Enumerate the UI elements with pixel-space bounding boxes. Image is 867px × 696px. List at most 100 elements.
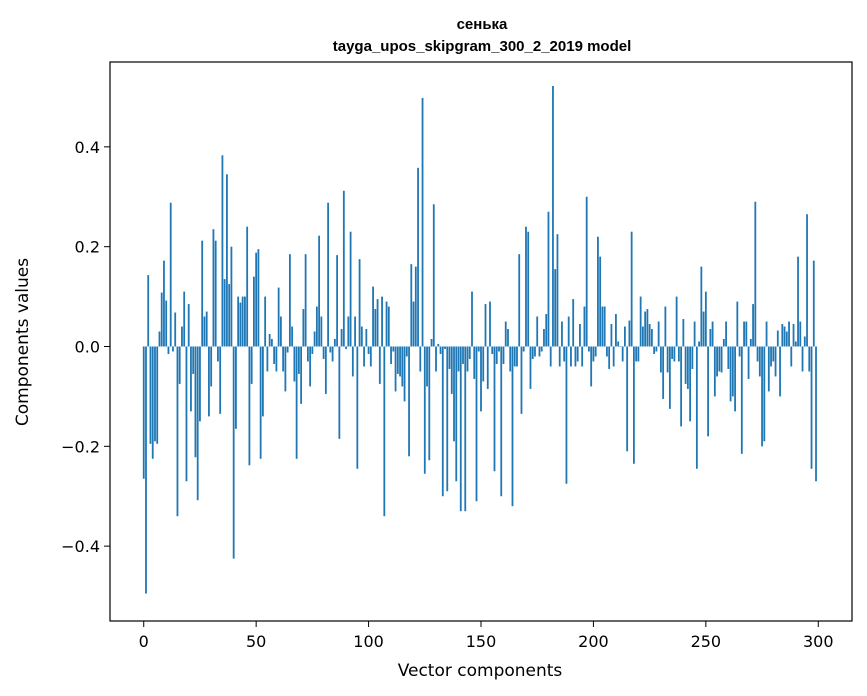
- bar-127: [428, 346, 431, 461]
- bar-6: [156, 346, 159, 444]
- bar-153: [486, 346, 489, 389]
- bar-168: [520, 346, 523, 414]
- bar-106: [381, 296, 383, 347]
- y-tick-label: 0.4: [75, 138, 100, 157]
- bar-3: [149, 346, 152, 444]
- bar-2: [147, 275, 150, 347]
- bar-66: [291, 326, 294, 347]
- bar-276: [763, 346, 766, 442]
- bars-group: [142, 85, 817, 594]
- bar-72: [304, 254, 307, 347]
- bar-204: [601, 306, 604, 347]
- bar-64: [286, 346, 289, 353]
- bar-26: [201, 240, 204, 347]
- bar-113: [396, 346, 399, 374]
- bar-222: [641, 326, 644, 347]
- bar-267: [743, 321, 745, 347]
- bar-187: [563, 346, 566, 362]
- bar-69: [297, 346, 300, 374]
- bar-214: [624, 326, 626, 347]
- bar-240: [682, 319, 685, 347]
- bar-107: [383, 346, 386, 517]
- x-tick-label: 200: [578, 632, 609, 651]
- bar-53: [262, 346, 264, 417]
- bar-55: [266, 346, 269, 372]
- bar-164: [511, 346, 514, 507]
- bar-122: [417, 167, 419, 347]
- bar-73: [306, 346, 309, 362]
- bar-12: [169, 202, 172, 347]
- bar-100: [367, 346, 370, 354]
- chart-subtitle: tayga_upos_skipgram_300_2_2019 model: [333, 38, 632, 55]
- bar-231: [662, 346, 665, 399]
- bar-211: [617, 341, 620, 347]
- bar-188: [565, 346, 568, 484]
- bar-101: [369, 346, 372, 367]
- bar-262: [731, 346, 734, 397]
- bar-166: [516, 346, 518, 367]
- bar-59: [275, 346, 278, 372]
- bar-257: [720, 346, 723, 373]
- bar-232: [664, 306, 667, 347]
- bar-182: [552, 85, 554, 347]
- bar-138: [453, 346, 455, 442]
- bar-155: [491, 346, 494, 354]
- bar-200: [592, 346, 595, 362]
- bar-54: [264, 296, 267, 347]
- bar-91: [347, 316, 350, 347]
- bar-141: [459, 346, 462, 512]
- bar-269: [747, 346, 750, 379]
- bar-233: [666, 346, 669, 373]
- bar-98: [363, 346, 365, 367]
- bar-219: [635, 346, 638, 362]
- y-tick-label: 0.0: [75, 337, 100, 356]
- bar-291: [797, 256, 799, 347]
- bar-112: [394, 346, 397, 392]
- bar-132: [439, 346, 442, 354]
- bar-228: [655, 346, 658, 352]
- bar-139: [455, 346, 458, 482]
- bar-152: [484, 304, 487, 347]
- bar-296: [808, 346, 811, 372]
- bar-49: [253, 276, 255, 347]
- bar-246: [695, 346, 698, 469]
- bar-140: [457, 346, 460, 372]
- bar-288: [790, 346, 793, 367]
- bar-176: [538, 346, 541, 357]
- bar-227: [653, 346, 656, 354]
- bar-192: [574, 346, 577, 367]
- bar-270: [749, 339, 752, 347]
- bar-208: [610, 324, 613, 347]
- bar-36: [223, 279, 226, 347]
- bar-7: [158, 331, 161, 347]
- bar-254: [713, 346, 716, 397]
- bar-179: [545, 314, 548, 347]
- bar-125: [423, 346, 426, 474]
- bar-19: [185, 346, 188, 482]
- bar-206: [606, 346, 608, 357]
- bar-178: [543, 329, 545, 347]
- y-tick-label: −0.2: [61, 437, 100, 456]
- bar-144: [466, 346, 469, 372]
- bar-135: [446, 346, 449, 492]
- bar-136: [448, 346, 451, 369]
- bar-158: [498, 346, 500, 352]
- bar-65: [288, 254, 291, 347]
- bar-14: [174, 312, 177, 347]
- bar-170: [525, 226, 527, 347]
- bar-250: [704, 291, 707, 347]
- bar-236: [673, 346, 676, 362]
- bar-238: [677, 346, 680, 362]
- bar-149: [477, 346, 480, 352]
- bar-16: [178, 346, 181, 384]
- x-tick-label: 0: [139, 632, 149, 651]
- bar-193: [576, 346, 579, 362]
- bar-162: [507, 329, 509, 347]
- bar-293: [801, 346, 804, 372]
- bar-130: [435, 346, 437, 372]
- bar-174: [534, 346, 536, 357]
- bar-87: [338, 346, 341, 439]
- bar-154: [489, 301, 491, 347]
- bar-234: [668, 346, 671, 409]
